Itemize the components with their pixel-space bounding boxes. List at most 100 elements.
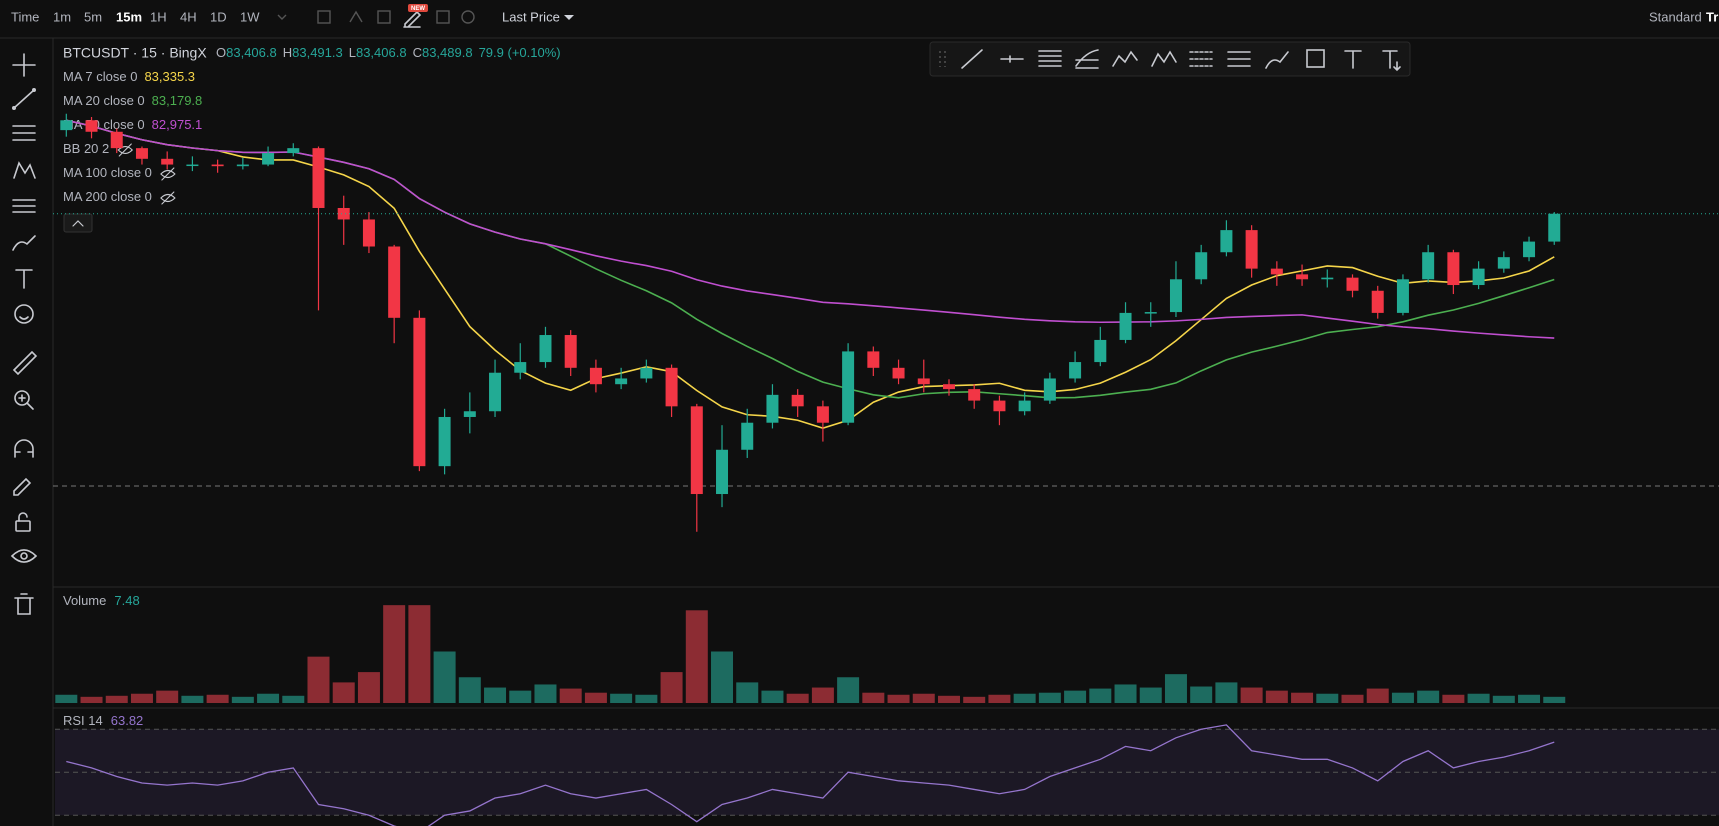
candle-body	[1396, 279, 1409, 313]
hidden-eye-icon[interactable]	[160, 191, 176, 205]
layout-label[interactable]: Standard	[1649, 9, 1702, 24]
draw-fib[interactable]	[1189, 51, 1213, 67]
interval[interactable]: 1m	[53, 9, 71, 24]
price-type[interactable]: Last Price	[502, 9, 560, 24]
volume-bar	[307, 656, 330, 703]
candle-body	[1069, 362, 1082, 379]
volume-bar	[383, 605, 406, 703]
volume-bar	[534, 684, 557, 703]
volume-bar	[559, 688, 582, 703]
candle-body	[892, 367, 905, 379]
candle-body	[1195, 252, 1208, 280]
volume-bar	[509, 690, 532, 703]
hidden-eye-icon[interactable]	[160, 167, 176, 181]
volume-bar	[80, 696, 103, 703]
draw-ray[interactable]	[1000, 55, 1024, 63]
draw-brush[interactable]	[1265, 51, 1289, 69]
draw-channel[interactable]	[1038, 50, 1062, 67]
interval[interactable]: 1D	[210, 9, 227, 24]
indicator[interactable]: MA 200 close 0	[63, 189, 152, 204]
disabled-icons	[317, 10, 475, 24]
fib-tool[interactable]	[12, 199, 36, 213]
volume-bar	[736, 682, 759, 703]
magnet-tool[interactable]	[14, 439, 34, 458]
candle-body	[135, 148, 148, 159]
candle-body	[1472, 268, 1485, 286]
candle-body	[842, 351, 855, 423]
volume-bar	[55, 694, 78, 703]
draw-trendline[interactable]	[961, 49, 983, 69]
interval[interactable]: 1H	[150, 9, 167, 24]
candle-body	[110, 131, 123, 149]
delete-tool[interactable]	[14, 593, 34, 615]
lines-tool[interactable]	[12, 125, 36, 141]
volume-bar	[761, 690, 784, 703]
symbol[interactable]: BTCUSDT · 15 · BingX	[63, 45, 207, 61]
interval[interactable]: 15m	[116, 9, 142, 24]
volume-bar	[963, 696, 986, 703]
candle-body	[741, 422, 754, 450]
draw-text[interactable]	[1344, 50, 1362, 69]
ruler-tool[interactable]	[12, 350, 38, 376]
emoji-tool[interactable]	[14, 304, 34, 324]
candle-body	[1497, 257, 1510, 269]
visibility-tool[interactable]	[10, 549, 38, 563]
draw-abc[interactable]	[1151, 50, 1177, 67]
candle-body	[1220, 230, 1233, 253]
lock-tool[interactable]	[15, 520, 31, 532]
candle-body	[211, 164, 224, 167]
interval[interactable]: 4H	[180, 9, 197, 24]
top-bar: NEW Last Price Standard Tr Time 1m 5m 15m 1H…	[11, 4, 1718, 28]
volume-bar	[1215, 682, 1238, 703]
left-toolbar	[10, 53, 38, 615]
draw-pitchfork[interactable]	[1075, 49, 1099, 69]
indicator[interactable]: MA 50 close 0 82,975.1	[63, 117, 202, 132]
volume-bar	[837, 677, 860, 703]
indicator[interactable]: MA 7 close 0 83,335.3	[63, 69, 195, 84]
text-tool[interactable]	[15, 269, 33, 289]
rsi-title: RSI 14	[63, 713, 103, 728]
candle-body	[766, 394, 779, 423]
collapse-button[interactable]	[63, 213, 93, 233]
ohlc-value: 83,406.8	[226, 45, 277, 60]
pencil-icon[interactable]	[403, 10, 422, 28]
indicator[interactable]: MA 20 close 0 83,179.8	[63, 93, 202, 108]
crosshair-tool[interactable]	[12, 53, 36, 77]
draw-wave[interactable]	[1112, 50, 1138, 67]
interval-caret[interactable]	[277, 14, 287, 20]
candle-body	[186, 164, 199, 167]
candle-body	[917, 378, 930, 385]
volume-bar	[1139, 687, 1162, 703]
indicator[interactable]: MA 100 close 0	[63, 165, 152, 180]
trendline-tool[interactable]	[13, 89, 35, 109]
ohlc-value: 83,491.3	[292, 45, 343, 60]
candle-body	[312, 148, 325, 208]
volume-bar	[1164, 674, 1187, 703]
volume-bar	[635, 694, 658, 703]
pattern-tool[interactable]	[13, 161, 36, 179]
ohlc-label: L	[349, 45, 356, 60]
volume-bar	[887, 694, 910, 703]
volume-bar	[1366, 688, 1389, 703]
zoom-tool[interactable]	[14, 390, 30, 406]
interval[interactable]: Time	[11, 9, 39, 24]
interval[interactable]: 5m	[84, 9, 102, 24]
interval[interactable]: 1W	[240, 9, 260, 24]
brush-tool[interactable]	[12, 235, 36, 251]
volume-bar	[584, 692, 607, 703]
volume-bar	[685, 610, 708, 703]
draw-rect[interactable]	[1306, 49, 1325, 68]
candle-body	[1144, 312, 1157, 314]
price-type-caret[interactable]	[564, 15, 574, 20]
draw-levels[interactable]	[1227, 51, 1251, 67]
ohlc-value: 83,406.8	[356, 45, 407, 60]
cut-label[interactable]: Tr	[1706, 9, 1718, 24]
indicator[interactable]: BB 20 2	[63, 141, 109, 156]
volume-bar	[181, 695, 204, 703]
indicator-value: 83,179.8	[152, 93, 203, 108]
lock-draw-tool[interactable]	[13, 477, 32, 496]
draw-note[interactable]	[1382, 50, 1401, 72]
indicator-name: MA 50 close 0	[63, 117, 145, 132]
candle-body	[1169, 279, 1182, 313]
rsi-value: 63.82	[111, 713, 144, 728]
